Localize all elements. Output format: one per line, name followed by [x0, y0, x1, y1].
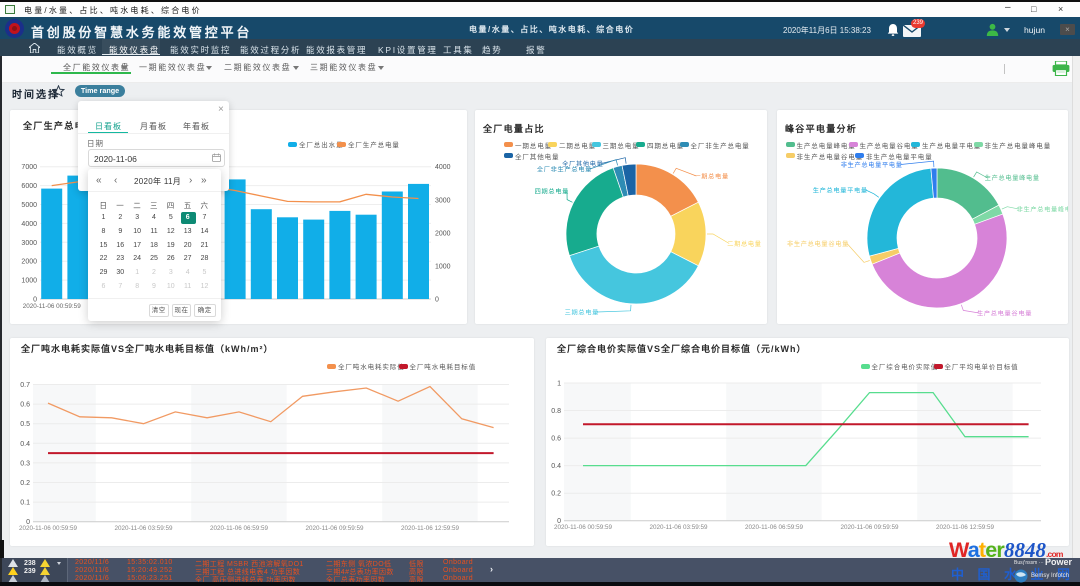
svg-text:2020-11-06 00:59:59: 2020-11-06 00:59:59	[19, 525, 78, 532]
svg-text:0.4: 0.4	[20, 441, 30, 448]
svg-text:0.8: 0.8	[551, 408, 561, 415]
svg-text:非生产总电量峰电量: 非生产总电量峰电量	[1017, 206, 1068, 214]
svg-text:2020-11-06 00:59:59: 2020-11-06 00:59:59	[554, 524, 613, 531]
svg-text:1: 1	[557, 381, 561, 388]
svg-text:6000: 6000	[21, 183, 37, 190]
svg-text:一期总电量: 一期总电量	[694, 173, 728, 181]
svg-text:0.4: 0.4	[551, 463, 561, 470]
svg-text:2000: 2000	[435, 230, 451, 237]
svg-text:4000: 4000	[21, 221, 37, 228]
svg-text:0.1: 0.1	[20, 500, 30, 507]
svg-text:0.2: 0.2	[20, 480, 30, 487]
svg-text:0.5: 0.5	[20, 421, 30, 428]
svg-text:1000: 1000	[435, 263, 451, 270]
svg-text:2020-11-06 12:59:59: 2020-11-06 12:59:59	[401, 525, 460, 532]
svg-text:0: 0	[33, 297, 37, 304]
svg-text:全厂其他电量: 全厂其他电量	[562, 160, 603, 168]
svg-text:0.2: 0.2	[551, 491, 561, 498]
svg-text:非生产总电量谷电量: 非生产总电量谷电量	[787, 240, 849, 248]
svg-text:1000: 1000	[21, 278, 37, 285]
svg-text:2020-11-06 03:59:59: 2020-11-06 03:59:59	[649, 524, 708, 531]
svg-text:2020-11-06 06:59:59: 2020-11-06 06:59:59	[210, 525, 269, 532]
svg-text:3000: 3000	[21, 240, 37, 247]
svg-text:5000: 5000	[21, 202, 37, 209]
svg-text:2020-11-06 00:59:59: 2020-11-06 00:59:59	[23, 303, 82, 310]
svg-text:2020-11-06 03:59:59: 2020-11-06 03:59:59	[114, 525, 173, 532]
svg-text:0: 0	[26, 519, 30, 526]
svg-text:0.6: 0.6	[20, 402, 30, 409]
svg-text:2020-11-06 06:59:59: 2020-11-06 06:59:59	[745, 524, 804, 531]
svg-text:四期总电量: 四期总电量	[535, 188, 569, 196]
svg-text:非生产总电量平电量: 非生产总电量平电量	[841, 161, 903, 169]
svg-text:7000: 7000	[21, 164, 37, 171]
svg-text:0: 0	[557, 518, 561, 525]
svg-text:二期总电量: 二期总电量	[727, 240, 761, 248]
svg-text:生产总电量峰电量: 生产总电量峰电量	[985, 174, 1040, 182]
svg-text:0: 0	[435, 297, 439, 304]
svg-text:三期总电量: 三期总电量	[565, 309, 599, 317]
svg-text:0.3: 0.3	[20, 460, 30, 467]
svg-text:0.6: 0.6	[551, 436, 561, 443]
svg-text:0.7: 0.7	[20, 382, 30, 389]
svg-text:4000: 4000	[435, 164, 451, 171]
svg-text:2020-11-06 09:59:59: 2020-11-06 09:59:59	[305, 525, 364, 532]
svg-text:2020-11-06 09:59:59: 2020-11-06 09:59:59	[840, 524, 899, 531]
svg-text:2020-11-06 12:59:59: 2020-11-06 12:59:59	[936, 524, 995, 531]
svg-text:生产总电量平电量: 生产总电量平电量	[813, 187, 868, 195]
svg-text:全厂非生产总电量: 全厂非生产总电量	[537, 166, 592, 174]
svg-text:3000: 3000	[435, 197, 451, 204]
svg-text:生产总电量谷电量: 生产总电量谷电量	[977, 310, 1032, 318]
svg-text:2000: 2000	[21, 259, 37, 266]
